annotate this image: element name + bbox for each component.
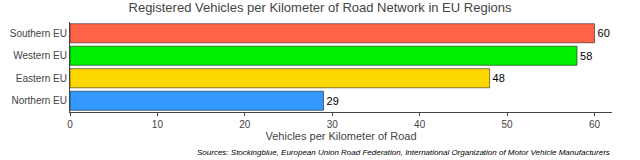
svg-text:Northern EU: Northern EU [11, 95, 67, 106]
svg-text:10: 10 [152, 119, 164, 130]
svg-text:Southern EU: Southern EU [10, 28, 67, 39]
svg-text:Registered Vehicles per Kilome: Registered Vehicles per Kilometer of Roa… [129, 0, 512, 15]
svg-text:Western EU: Western EU [13, 50, 67, 61]
svg-text:48: 48 [493, 72, 505, 84]
svg-text:Eastern EU: Eastern EU [16, 73, 67, 84]
svg-text:60: 60 [598, 27, 610, 39]
svg-text:30: 30 [327, 119, 339, 130]
svg-text:Vehicles per Kilometer of Road: Vehicles per Kilometer of Road [265, 130, 416, 142]
svg-text:20: 20 [239, 119, 251, 130]
svg-text:40: 40 [414, 119, 426, 130]
svg-text:58: 58 [580, 50, 592, 62]
svg-text:50: 50 [502, 119, 514, 130]
svg-text:Sources: Stockingblue, Europea: Sources: Stockingblue, European Union Ro… [197, 148, 610, 157]
svg-text:29: 29 [327, 95, 339, 107]
svg-text:60: 60 [589, 119, 601, 130]
svg-text:0: 0 [67, 119, 73, 130]
